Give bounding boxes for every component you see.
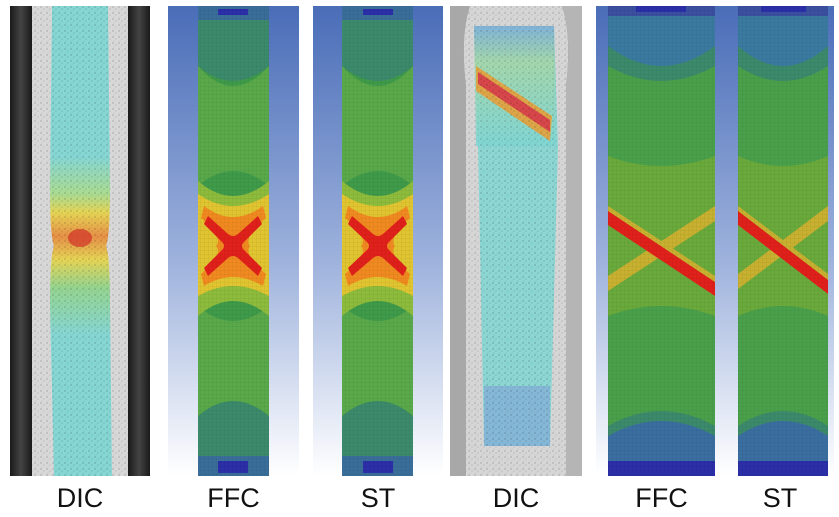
ffc-necking-panel	[168, 6, 299, 476]
st-shear-panel	[726, 6, 834, 476]
ffc-shear-panel	[596, 6, 727, 476]
st-necking-panel	[313, 6, 443, 476]
dic-necking-panel	[10, 6, 150, 476]
st-shear-contour	[726, 6, 834, 476]
caption-dic-necking: DIC	[56, 483, 104, 513]
dic-shear-panel	[450, 6, 582, 476]
ffc-shear-contour	[596, 6, 727, 476]
ffc-necking-contour	[168, 6, 299, 476]
dic-necking-image	[10, 6, 150, 476]
caption-ffc-necking: FFC	[207, 483, 260, 513]
st-necking-contour	[313, 6, 443, 476]
caption-st-necking: ST	[360, 483, 396, 513]
caption-dic-shear: DIC	[492, 483, 540, 513]
caption-st-shear: ST	[762, 483, 798, 513]
dic-shear-image	[450, 6, 582, 476]
caption-ffc-shear: FFC	[635, 483, 688, 513]
